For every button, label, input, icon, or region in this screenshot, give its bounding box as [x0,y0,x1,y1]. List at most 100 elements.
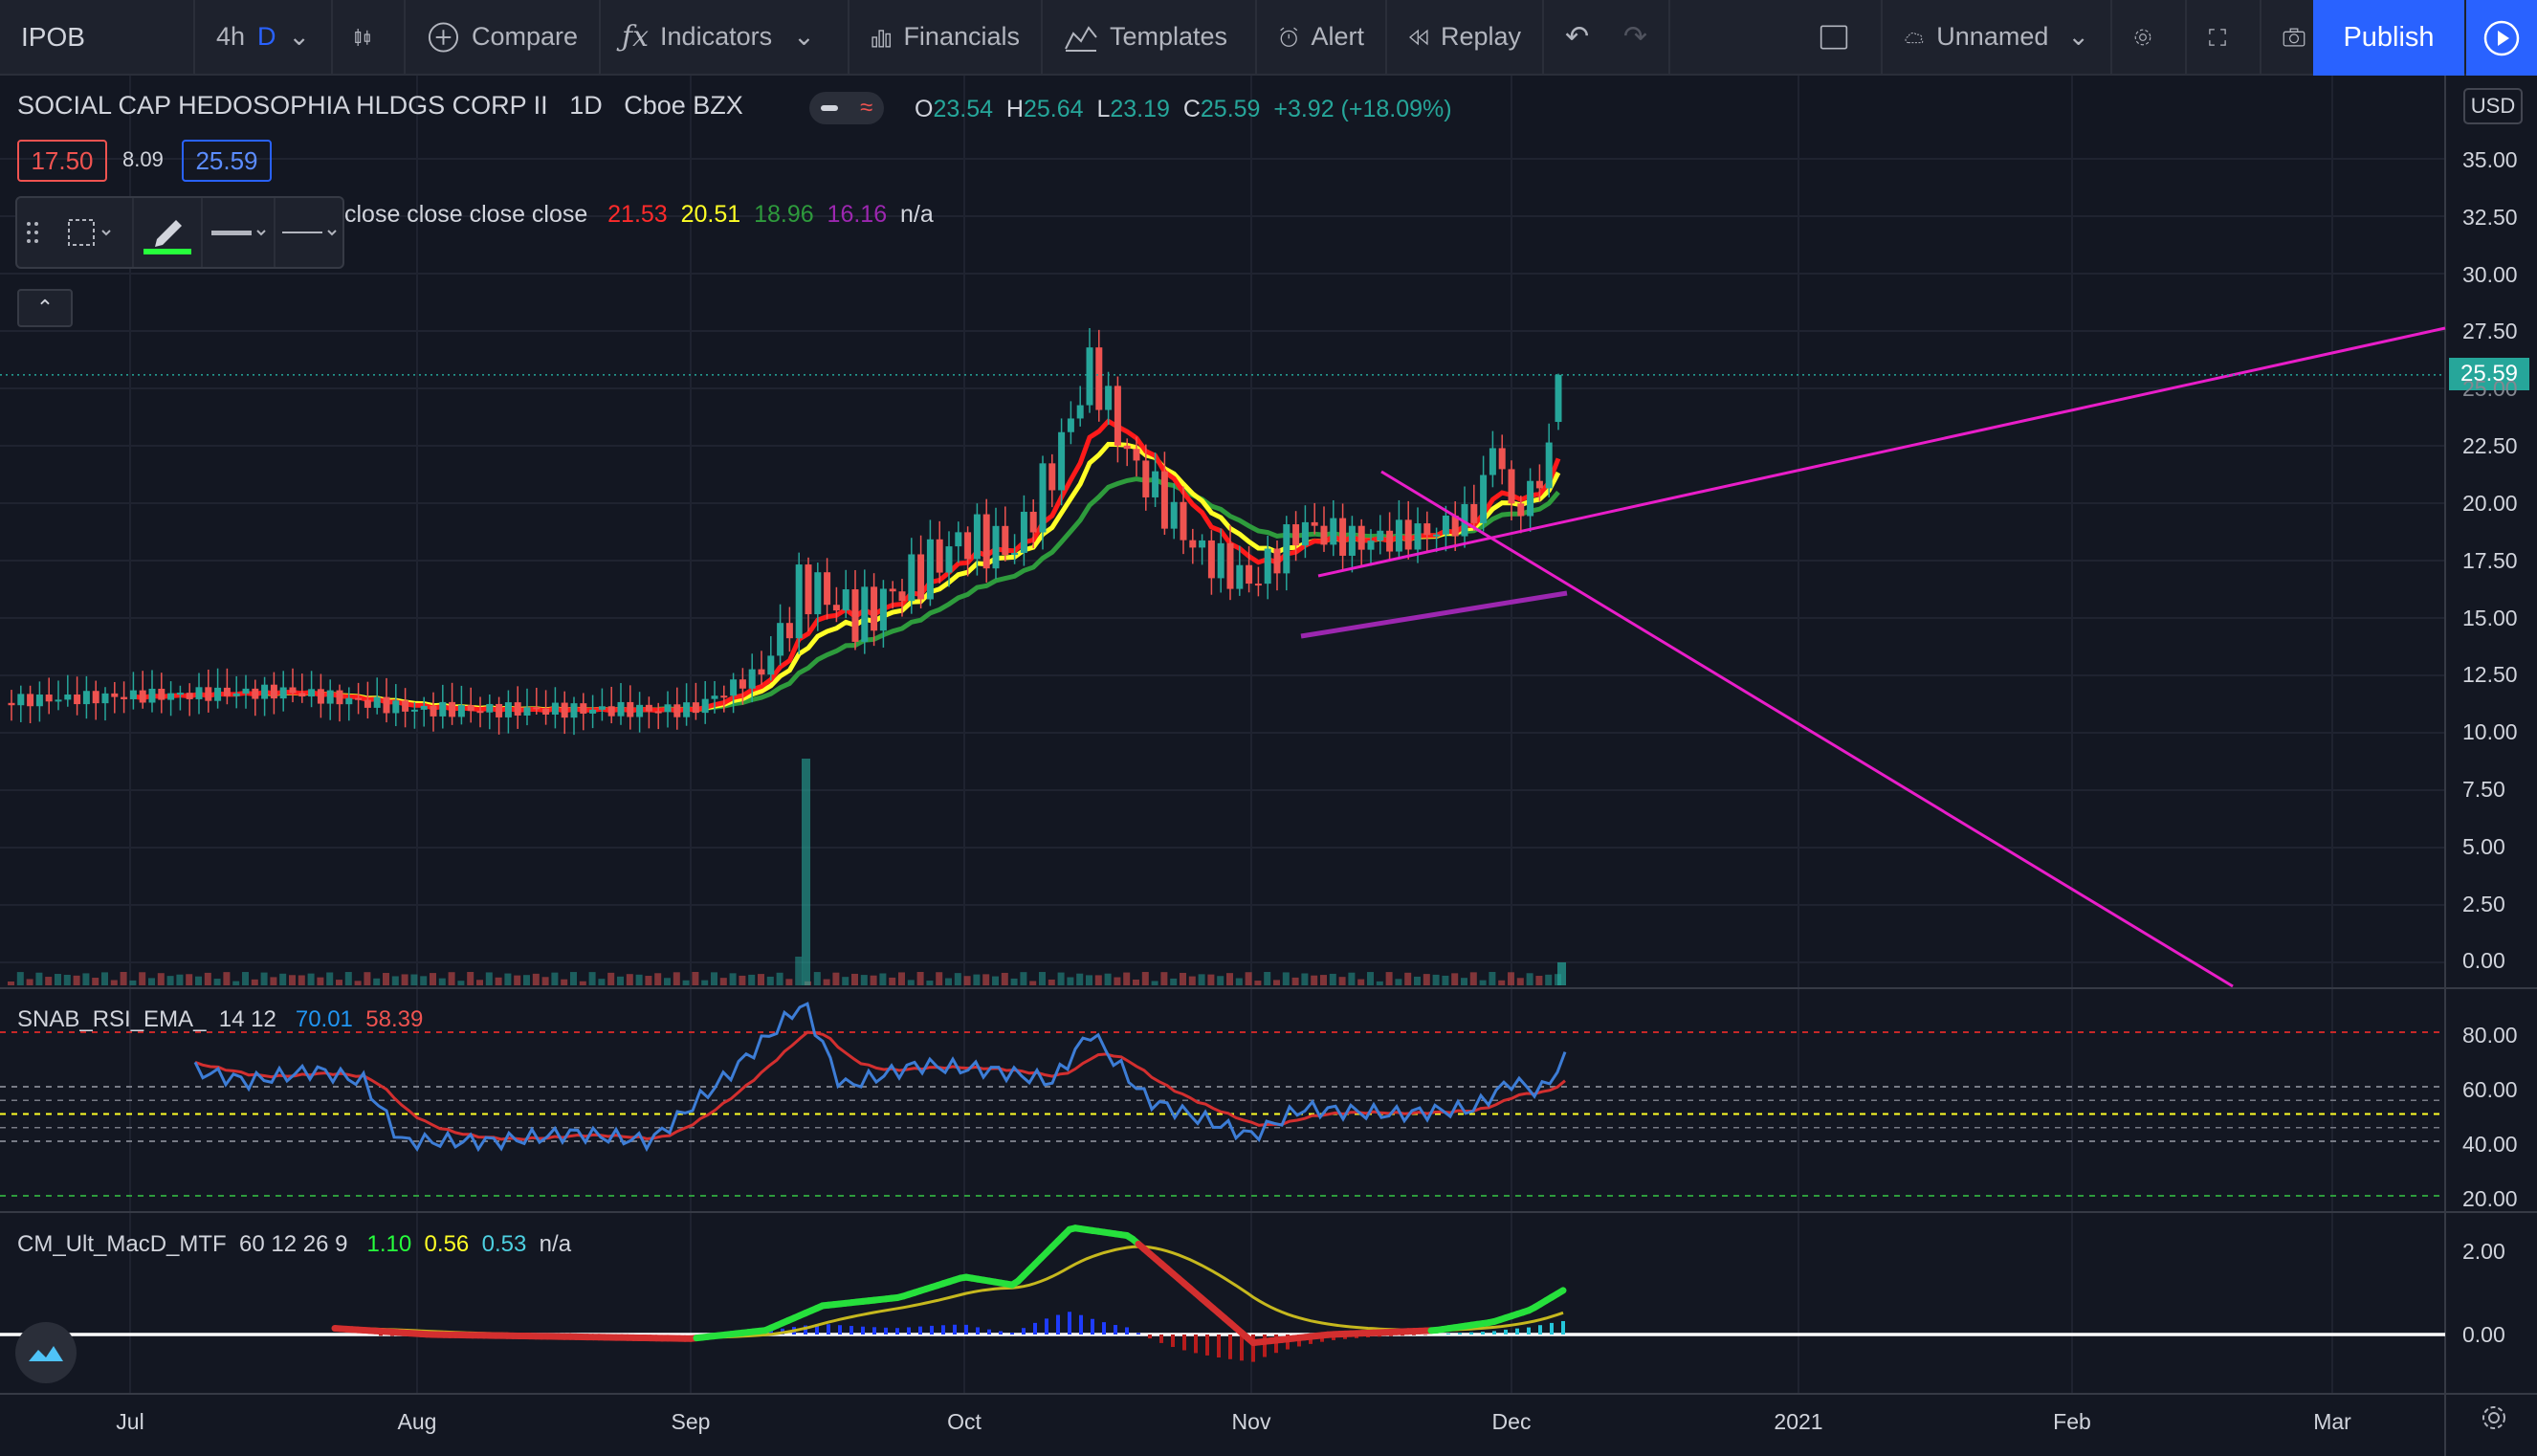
collapse-legend-button[interactable]: ⌃ [17,289,73,327]
snapshot-button[interactable] [2261,0,2338,75]
volume-bar [176,974,184,985]
candle-body [1461,503,1468,537]
volume-bar [35,972,43,985]
interval-4h[interactable]: 4h [216,22,246,51]
low-label: L [1096,96,1111,122]
financials-button[interactable]: Financials [849,0,1043,75]
candle-body [851,589,859,642]
volume-bar [1423,974,1430,985]
macd-histogram-bar [1068,1312,1071,1335]
play-circle-icon [2483,20,2520,55]
interval-selector[interactable]: 4h D ⌄ [195,0,333,75]
replay-button[interactable]: Replay [1387,0,1544,75]
candle-body [74,694,81,705]
time-tick: 2021 [1774,1409,1823,1434]
macd-histogram-bar [1240,1335,1244,1361]
volume-bar [213,979,221,985]
candle-body [345,697,353,705]
template-button[interactable] [48,198,134,267]
volume-bar [430,973,436,985]
candle-body [504,702,512,717]
volume-bar [1526,973,1533,985]
candle-body [1058,431,1066,491]
macd-legend: CM_Ult_MacD_MTF 60 12 26 9 1.10 0.56 0.5… [17,1231,571,1258]
candle-body [945,546,953,573]
tradingview-logo-button[interactable] [15,1322,77,1383]
volume-bar [1114,977,1121,985]
currency-button[interactable]: USD [2463,88,2523,124]
volume-bar [1180,972,1186,985]
volume-bar [832,972,840,985]
candle-body [139,690,146,703]
drag-handle-icon[interactable] [17,198,48,267]
macd-histogram-bar [1159,1335,1163,1343]
chevron-down-icon[interactable]: ⌄ [793,22,815,51]
alert-button[interactable]: Alert [1257,0,1387,75]
volume-bar [635,974,643,985]
interval-d[interactable]: D [256,22,276,51]
chart-type-button[interactable] [333,0,406,75]
volume-bar [1104,973,1112,985]
symbol-search[interactable]: IPOB [0,0,195,75]
time-axis-settings[interactable] [2480,1403,2508,1437]
volume-bar [204,972,211,985]
visibility-toggle[interactable]: ≈ [809,92,884,124]
play-button[interactable] [2466,0,2537,76]
line-width-button[interactable] [203,198,276,267]
candle-body [167,693,175,700]
publish-button[interactable]: Publish [2313,0,2464,76]
indicators-button[interactable]: ƒx Indicators ⌄ [601,0,849,75]
fullscreen-button[interactable] [2187,0,2261,75]
macd-histogram-bar [930,1325,934,1335]
dashed-box-icon [67,219,111,246]
candle-body [955,532,962,547]
volume-bar [1245,972,1252,985]
ma-legend: close close close close 21.53 20.51 18.9… [344,201,934,229]
candle-body [392,700,400,714]
layout-button[interactable] [1798,0,1883,75]
candle-body [373,696,381,708]
price-tick: 30.00 [2462,262,2518,287]
candle-body [879,588,887,631]
macd-histogram-bar [1102,1322,1106,1335]
volume-bar [766,976,774,985]
volume-bar [1311,975,1318,985]
line-color-button[interactable] [134,198,203,267]
macd-histogram-bar [1492,1331,1496,1335]
volume-bar [1282,972,1290,985]
volume-bar [776,972,783,985]
candle-body [214,687,222,701]
redo-icon[interactable]: ↷ [1622,21,1647,53]
candle-body [129,690,137,699]
volume-bar [1291,977,1299,985]
volume-spike-bar [802,759,810,985]
chart-canvas[interactable] [0,76,2537,1456]
candle-body [542,708,550,715]
ask-badge[interactable]: 25.59 [182,140,272,182]
settings-button[interactable] [2112,0,2187,75]
volume-bar [251,979,258,985]
candle-body [232,693,240,696]
toolbar-spacer [1670,0,1798,75]
candle-body [101,693,109,704]
candle-body [1395,519,1402,552]
candle-body [832,605,840,611]
macd-histogram-bar [1527,1327,1531,1335]
undo-icon[interactable]: ↶ [1565,21,1590,53]
compare-button[interactable]: Compare [406,0,601,75]
templates-button[interactable]: Templates [1043,0,1257,75]
macd-histogram-bar [1194,1335,1198,1354]
chevron-down-icon[interactable]: ⌄ [2067,22,2089,51]
volume-bar [1086,975,1092,985]
macd-histogram-bar [1022,1328,1026,1335]
volume-bar [448,972,455,985]
candle-body [748,669,756,689]
ask-value: 25.59 [195,145,258,175]
candle-body [1180,501,1187,540]
candle-body [889,588,896,592]
candle-body [420,705,428,710]
chevron-down-icon[interactable]: ⌄ [288,22,310,51]
line-style-button[interactable] [276,198,342,267]
bid-badge[interactable]: 17.50 [17,140,107,182]
layout-name-button[interactable]: Unnamed ⌄ [1883,0,2112,75]
